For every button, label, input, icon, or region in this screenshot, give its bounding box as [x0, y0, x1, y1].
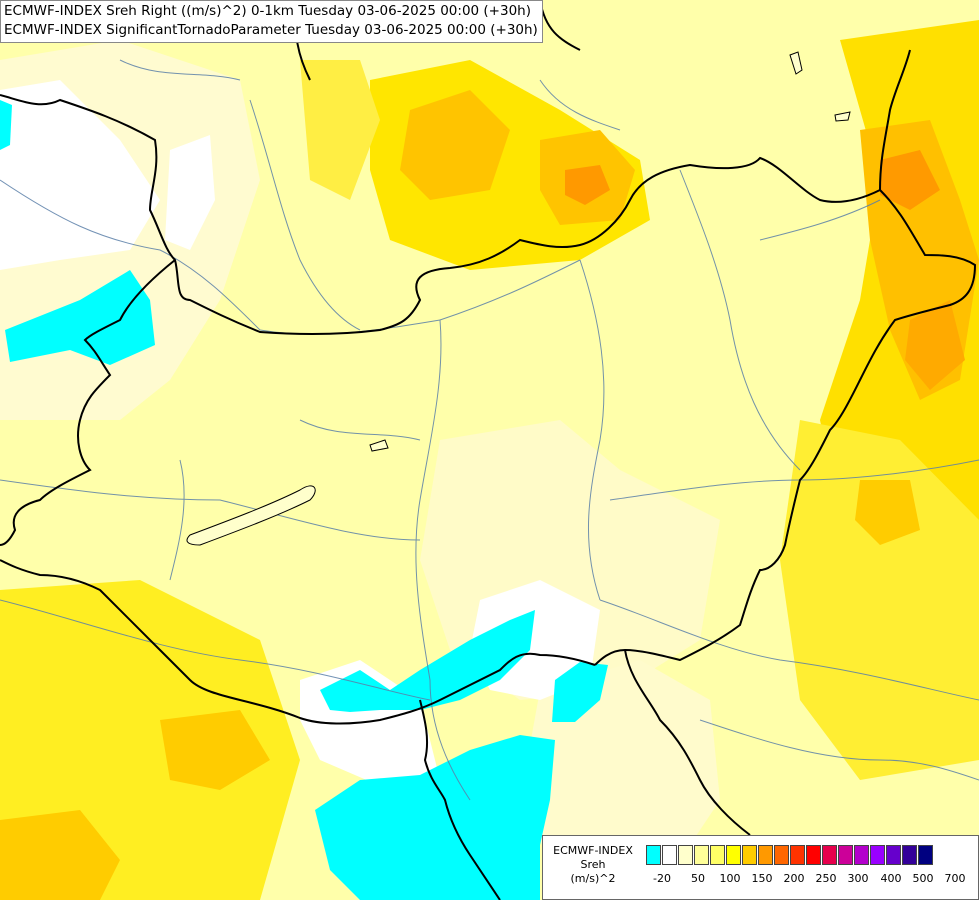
title-stp: ECMWF-INDEX SignificantTornadoParameter …: [4, 22, 538, 38]
orange-region-southwest: [160, 710, 270, 790]
legend-tick-label: 200: [783, 872, 805, 885]
gold-region-north-west-edge: [300, 60, 380, 200]
cyan-region-west: [5, 270, 155, 365]
title-sreh: ECMWF-INDEX Sreh Right ((m/s)^2) 0-1km T…: [4, 3, 531, 19]
legend-swatch: [806, 845, 821, 865]
lake-balaton: [186, 485, 316, 546]
orange-region-southwest-2: [0, 810, 120, 900]
legend-swatch: [710, 845, 725, 865]
legend-swatch: [918, 845, 933, 865]
orange-region-southeast: [855, 480, 920, 545]
legend-swatch: [662, 845, 677, 865]
legend-ticks: -20 50 100 150 200 250 300 400 500 700: [643, 872, 978, 888]
legend-swatch: [758, 845, 773, 865]
legend-tick-label: 500: [912, 872, 934, 885]
legend-tick-label: 700: [944, 872, 966, 885]
legend-source: ECMWF-INDEX: [553, 844, 633, 857]
dark-orange-east-2: [905, 300, 965, 390]
lake-small-1: [369, 439, 389, 452]
cyan-region-south-3: [315, 735, 555, 900]
legend-tick-label: 300: [847, 872, 869, 885]
legend-swatch: [646, 845, 661, 865]
cyan-region-south-2: [552, 662, 608, 722]
legend-swatch: [902, 845, 917, 865]
colorbar-legend: ECMWF-INDEX Sreh (m/s)^2 -20 50 100 150 200 2…: [542, 835, 979, 900]
legend-unit: (m/s)^2: [570, 872, 616, 885]
dark-orange-east: [880, 150, 940, 210]
lake-small-2: [789, 51, 803, 75]
legend-swatch: [870, 845, 885, 865]
legend-swatch: [726, 845, 741, 865]
lake-small-3: [834, 111, 851, 122]
legend-swatch: [678, 845, 693, 865]
legend-tick-label: 250: [815, 872, 837, 885]
legend-swatch: [774, 845, 789, 865]
legend-label: ECMWF-INDEX Sreh (m/s)^2: [543, 844, 643, 886]
orange-region-north: [400, 90, 510, 200]
legend-swatch: [838, 845, 853, 865]
white-region-northwest: [0, 80, 160, 270]
gold-region-southeast: [780, 420, 979, 780]
legend-swatches: [646, 845, 934, 865]
legend-tick-label: 50: [691, 872, 705, 885]
white-region-northwest-2: [165, 135, 215, 250]
legend-swatch: [886, 845, 901, 865]
legend-tick-label: 400: [880, 872, 902, 885]
legend-tick-label: 150: [751, 872, 773, 885]
legend-swatch: [694, 845, 709, 865]
cyan-region-west-small: [0, 100, 12, 150]
legend-parameter: Sreh: [580, 858, 606, 871]
dark-orange-spot: [565, 165, 610, 205]
legend-swatch: [822, 845, 837, 865]
legend-tick-label: 100: [719, 872, 741, 885]
legend-tick-label: -20: [653, 872, 671, 885]
legend-swatch: [854, 845, 869, 865]
legend-swatch: [790, 845, 805, 865]
map-title-box: ECMWF-INDEX Sreh Right ((m/s)^2) 0-1km T…: [0, 0, 543, 43]
legend-swatch: [742, 845, 757, 865]
